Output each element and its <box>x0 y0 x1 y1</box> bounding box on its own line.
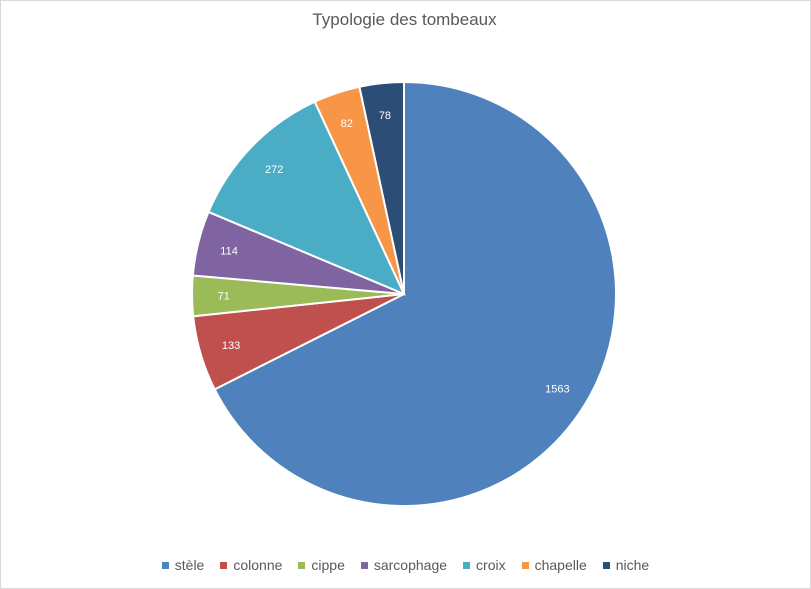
legend-item-croix: croix <box>463 557 506 573</box>
data-label-stèle: 1563 <box>545 384 569 396</box>
legend-label: croix <box>476 557 506 573</box>
legend-label: niche <box>615 557 650 573</box>
pie-slices <box>191 80 617 507</box>
chart-legend: stèle colonne cippe sarcophage croix chapelle… <box>0 557 811 573</box>
legend-item-sarcophage: sarcophage <box>360 557 448 573</box>
legend-swatch <box>521 561 529 569</box>
pie-slice-stèle <box>213 80 617 507</box>
data-label-croix: 272 <box>265 164 283 176</box>
pie-data-labels: 1563 133 71 114 272 82 78 <box>218 110 570 396</box>
legend-label: chapelle <box>534 557 587 573</box>
data-label-sarcophage: 114 <box>220 246 238 258</box>
legend-swatch <box>360 561 368 569</box>
legend-swatch <box>298 561 306 569</box>
data-label-cippe: 71 <box>218 291 230 303</box>
legend-swatch <box>602 561 610 569</box>
legend-label: stèle <box>174 557 205 573</box>
data-label-colonne: 133 <box>222 340 240 352</box>
legend-item-cippe: cippe <box>298 557 345 573</box>
legend-item-niche: niche <box>602 557 650 573</box>
legend-swatch <box>161 561 169 569</box>
data-label-niche: 78 <box>379 110 391 122</box>
legend-item-chapelle: chapelle <box>521 557 587 573</box>
pie-slice-croix <box>207 100 406 296</box>
legend-label: colonne <box>233 557 283 573</box>
legend-label: cippe <box>311 557 345 573</box>
legend-label: sarcophage <box>373 557 448 573</box>
data-label-chapelle: 82 <box>341 118 353 130</box>
legend-item-colonne: colonne <box>220 557 282 573</box>
chart-title: Typologie des tombeaux <box>312 10 497 29</box>
legend-item-stèle: stèle <box>161 557 205 573</box>
pie-slice-niche <box>358 80 405 295</box>
legend-swatch <box>463 561 471 569</box>
legend-swatch <box>220 561 228 569</box>
